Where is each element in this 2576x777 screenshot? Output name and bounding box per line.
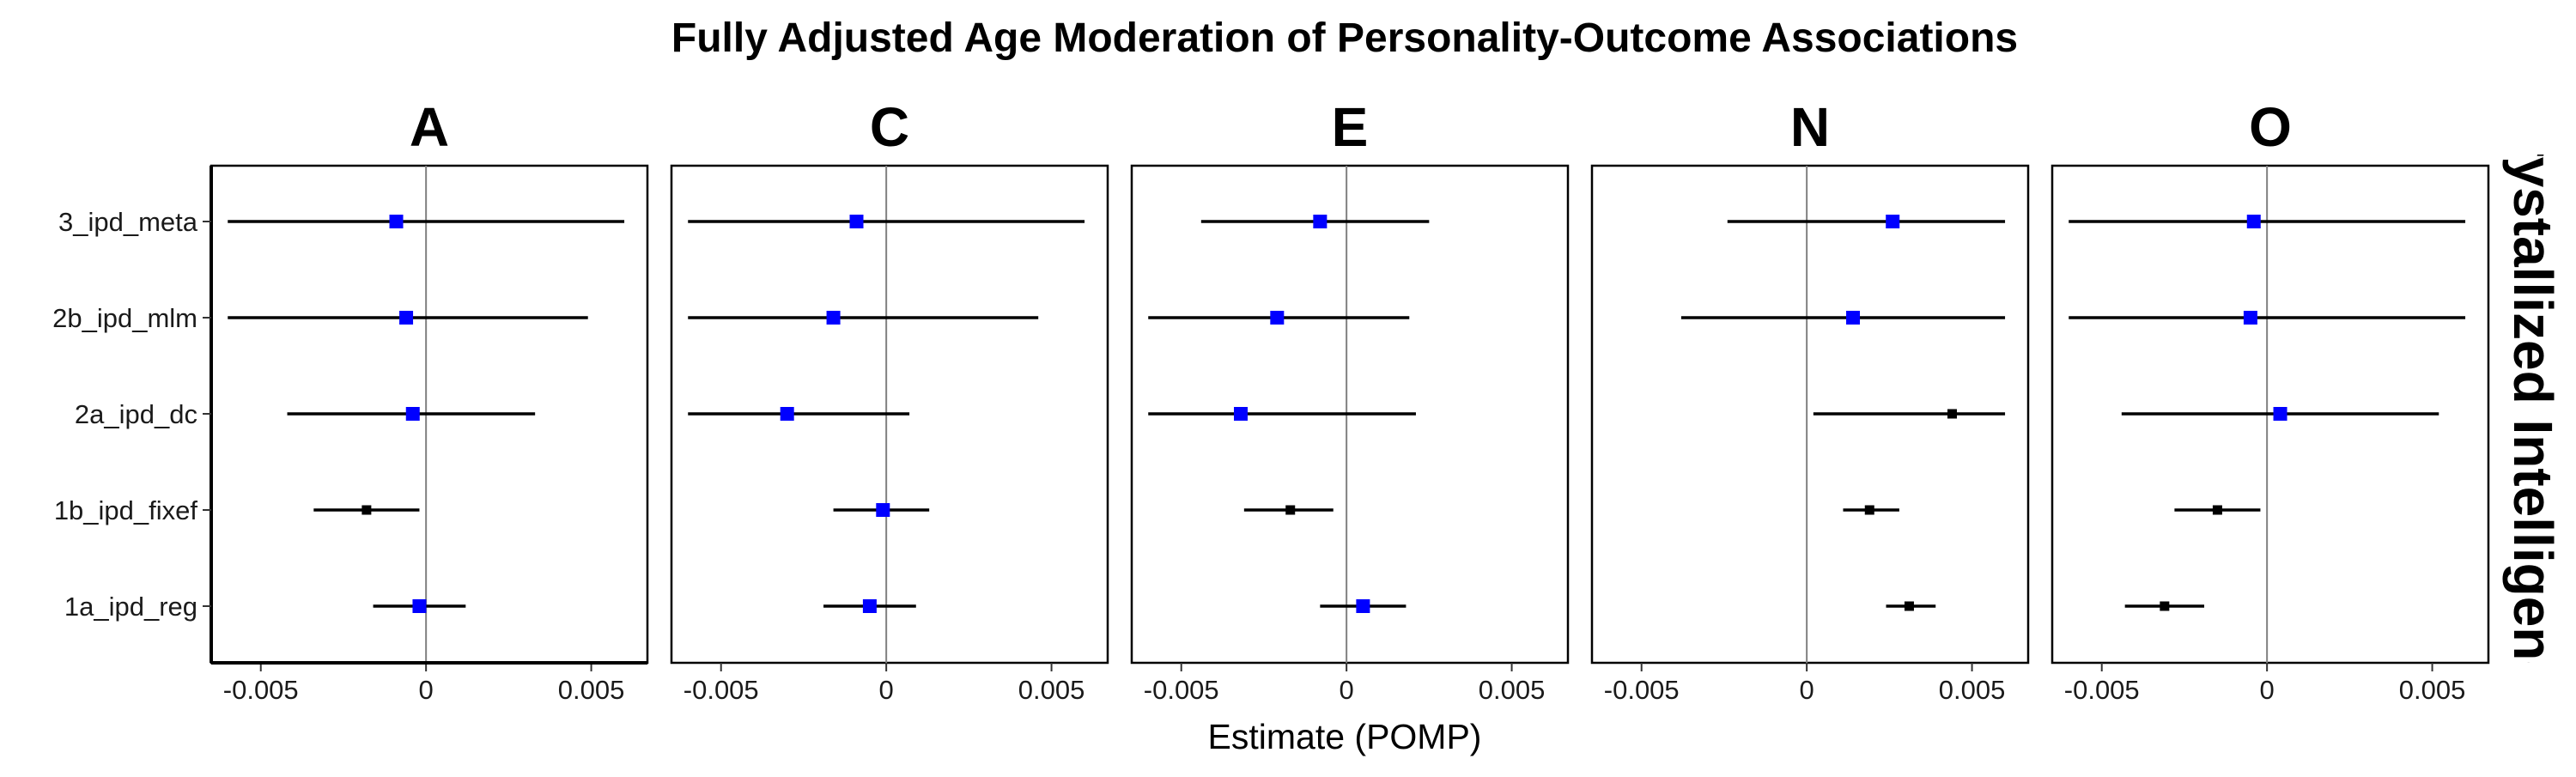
x-tick-label-e-2: 0.005 bbox=[1479, 675, 1546, 705]
facet-panels: A -0.005 0 0.005 C -0.005 0 0.005 E -0.005 0 0.005 N… bbox=[52, 96, 2490, 705]
point-estimate-n-2b_ipd_mlm bbox=[1846, 311, 1861, 325]
y-tick-label-3_ipd_meta: 3_ipd_meta bbox=[58, 207, 198, 237]
chart-title: Fully Adjusted Age Moderation of Persona… bbox=[671, 15, 2018, 61]
point-estimate-a-2b_ipd_mlm bbox=[399, 311, 414, 325]
x-tick-label-c-2: 0.005 bbox=[1018, 675, 1085, 705]
point-estimate-n-3_ipd_meta bbox=[1886, 215, 1900, 228]
panel-border-n bbox=[1590, 164, 2030, 665]
point-estimate-e-3_ipd_meta bbox=[1313, 215, 1327, 228]
point-estimate-e-2b_ipd_mlm bbox=[1270, 311, 1285, 325]
point-estimate-n-2a_ipd_dc bbox=[1947, 409, 1957, 419]
y-tick-label-1b_ipd_fixef: 1b_ipd_fixef bbox=[54, 495, 198, 525]
point-estimate-o-2b_ipd_mlm bbox=[2243, 311, 2257, 325]
point-estimate-c-1b_ipd_fixef bbox=[876, 503, 890, 517]
point-estimate-a-1b_ipd_fixef bbox=[361, 505, 372, 515]
facet-title-n: N bbox=[1790, 96, 1830, 158]
point-estimate-o-2a_ipd_dc bbox=[2273, 407, 2287, 421]
x-tick-label-a-1: 0 bbox=[419, 675, 434, 705]
point-estimate-e-2a_ipd_dc bbox=[1234, 407, 1248, 421]
point-estimate-c-2b_ipd_mlm bbox=[826, 311, 841, 325]
point-estimate-c-1a_ipd_reg bbox=[862, 599, 877, 613]
x-tick-label-o-0: -0.005 bbox=[2064, 675, 2140, 705]
x-tick-label-n-1: 0 bbox=[1800, 675, 1814, 705]
facet-title-e: E bbox=[1332, 96, 1369, 158]
point-estimate-c-3_ipd_meta bbox=[849, 215, 864, 228]
point-estimate-n-1b_ipd_fixef bbox=[1864, 505, 1874, 515]
point-estimate-c-2a_ipd_dc bbox=[780, 407, 794, 421]
y-tick-label-2a_ipd_dc: 2a_ipd_dc bbox=[75, 399, 197, 429]
x-tick-label-c-0: -0.005 bbox=[683, 675, 759, 705]
x-tick-label-o-1: 0 bbox=[2260, 675, 2275, 705]
point-estimate-e-1b_ipd_fixef bbox=[1285, 505, 1296, 515]
point-estimate-n-1a_ipd_reg bbox=[1904, 601, 1914, 611]
x-tick-label-n-2: 0.005 bbox=[1939, 675, 2006, 705]
y-tick-label-2b_ipd_mlm: 2b_ipd_mlm bbox=[52, 303, 197, 333]
x-tick-label-e-1: 0 bbox=[1340, 675, 1354, 705]
point-estimate-e-1a_ipd_reg bbox=[1356, 599, 1370, 613]
x-axis-title: Estimate (POMP) bbox=[1208, 717, 1482, 756]
point-estimate-a-3_ipd_meta bbox=[389, 215, 404, 228]
point-estimate-o-3_ipd_meta bbox=[2246, 215, 2261, 228]
x-tick-label-e-0: -0.005 bbox=[1144, 675, 1219, 705]
facet-title-o: O bbox=[2249, 96, 2292, 158]
point-estimate-o-1b_ipd_fixef bbox=[2212, 505, 2222, 515]
panel-border-c bbox=[670, 164, 1109, 665]
facet-title-a: A bbox=[410, 96, 449, 158]
facet-strip-label: Crystallized Intelligence bbox=[2502, 95, 2564, 721]
x-tick-label-n-0: -0.005 bbox=[1604, 675, 1680, 705]
point-estimate-a-1a_ipd_reg bbox=[412, 599, 427, 613]
point-estimate-o-1a_ipd_reg bbox=[2160, 601, 2170, 611]
x-tick-label-a-2: 0.005 bbox=[558, 675, 625, 705]
facet-strip: Crystallized Intelligence bbox=[2502, 95, 2564, 721]
point-estimate-a-2a_ipd_dc bbox=[405, 407, 420, 421]
facet-title-c: C bbox=[870, 96, 909, 158]
y-tick-label-1a_ipd_reg: 1a_ipd_reg bbox=[64, 592, 197, 622]
panel-border-e bbox=[1130, 164, 1570, 665]
x-tick-label-a-0: -0.005 bbox=[223, 675, 299, 705]
x-tick-label-o-2: 0.005 bbox=[2399, 675, 2466, 705]
panel-border-o bbox=[2050, 164, 2490, 665]
x-tick-label-c-1: 0 bbox=[879, 675, 894, 705]
